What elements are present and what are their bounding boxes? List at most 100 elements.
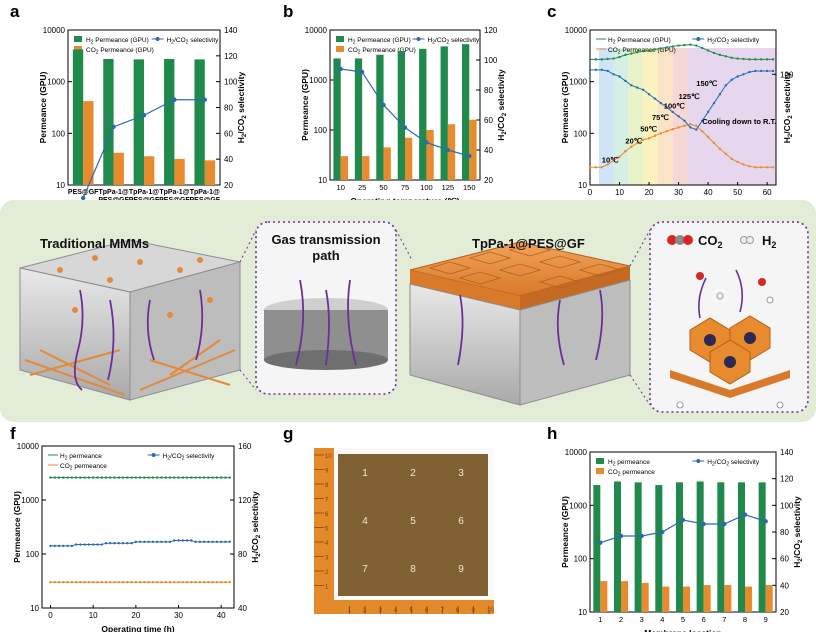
series-point bbox=[653, 48, 657, 51]
series-point bbox=[624, 53, 627, 57]
series-point bbox=[612, 57, 615, 60]
legend-text: selectivity bbox=[188, 37, 219, 44]
co2-bar bbox=[340, 156, 348, 180]
temperature-band bbox=[672, 48, 688, 185]
vertical-ruler: 1 2 3 4 5 6 7 8 9 10 bbox=[314, 454, 332, 591]
co2-bar bbox=[83, 101, 94, 185]
series-point bbox=[164, 581, 167, 584]
panel-label-f: f bbox=[10, 424, 16, 443]
series-point bbox=[121, 476, 125, 479]
series-point bbox=[134, 476, 138, 479]
series-point bbox=[74, 543, 78, 546]
panel-label-h: h bbox=[547, 424, 558, 443]
y-axis-label: Permeance (GPU) bbox=[560, 496, 570, 568]
series-point bbox=[636, 51, 639, 54]
y2-axis-label: H2/CO2 selectivity bbox=[782, 72, 794, 144]
series-point bbox=[207, 540, 210, 544]
series-point bbox=[181, 581, 184, 584]
y2-label-sub: 2 bbox=[502, 131, 508, 135]
series-point bbox=[671, 128, 674, 131]
series-point bbox=[100, 581, 103, 584]
legend-sel-label: H2/CO2 selectivity bbox=[428, 37, 481, 46]
legend-sel-marker bbox=[696, 37, 701, 41]
legend-sub: 2 bbox=[447, 40, 450, 46]
legend-h2-label: H2 bbox=[762, 233, 776, 250]
series-point bbox=[151, 476, 155, 479]
series-point bbox=[117, 476, 121, 479]
ruler-label: 3 bbox=[379, 608, 383, 614]
series-point bbox=[706, 110, 710, 114]
co2-bar bbox=[204, 160, 216, 185]
temperature-annotation: 20℃ bbox=[625, 137, 642, 146]
y2-tick-label: 60 bbox=[484, 116, 493, 125]
series-point bbox=[228, 540, 231, 544]
series-point bbox=[730, 78, 733, 82]
series-point bbox=[641, 88, 645, 91]
co2-bar bbox=[113, 152, 124, 185]
series-point bbox=[83, 581, 86, 584]
series-point bbox=[689, 43, 692, 46]
h2-bar bbox=[675, 482, 683, 612]
y2-tick-label: 140 bbox=[780, 448, 794, 457]
y2-label-part: selectivity bbox=[250, 491, 260, 535]
co2-legend-icon bbox=[667, 235, 693, 245]
y-axis-label: Permeance (GPU) bbox=[560, 71, 570, 143]
legend-text: /CO bbox=[170, 453, 182, 460]
y-tick-label: 10 bbox=[578, 181, 587, 190]
series-point bbox=[160, 476, 163, 479]
selectivity-point bbox=[680, 517, 686, 523]
ruler-label: 8 bbox=[325, 483, 329, 489]
ruler-label: 7 bbox=[441, 608, 445, 614]
x-tick-label: 3 bbox=[640, 615, 644, 624]
series-point bbox=[647, 93, 651, 96]
legend-sub: 2 bbox=[358, 50, 361, 56]
legend-sub: 2 bbox=[65, 456, 68, 462]
series-point bbox=[62, 544, 65, 548]
series-point bbox=[104, 476, 108, 479]
ruler-label: 5 bbox=[410, 608, 414, 614]
selectivity-point bbox=[338, 66, 343, 72]
selectivity-point bbox=[381, 102, 386, 108]
legend-text: H bbox=[60, 453, 65, 460]
chart-h: 10 100 1000 10000 20 40 60 80 100 120 140 Permeance… bbox=[560, 448, 804, 632]
y2-tick-label: 20 bbox=[484, 176, 493, 185]
legend-sub: 2 bbox=[186, 40, 189, 46]
selectivity-point bbox=[424, 140, 429, 145]
series-point bbox=[706, 135, 710, 139]
legend-text: /CO bbox=[435, 37, 447, 44]
series-point bbox=[57, 581, 61, 584]
co2-bar bbox=[621, 581, 629, 612]
chart-b: 10 100 1000 10000 20 40 60 80 100 120 Permeance (G… bbox=[300, 26, 508, 205]
y2-tick-label: 40 bbox=[238, 604, 247, 613]
series-point bbox=[606, 69, 609, 73]
x-tick-label: 8 bbox=[743, 615, 747, 624]
series-point bbox=[588, 58, 592, 61]
y-tick-label: 10 bbox=[30, 604, 39, 613]
series-point bbox=[647, 137, 651, 140]
h2-bar bbox=[696, 481, 704, 612]
y2-tick-label: 80 bbox=[780, 528, 789, 537]
temperature-annotation: 50℃ bbox=[640, 124, 657, 133]
legend-sub: 2 bbox=[353, 40, 356, 46]
series-point bbox=[689, 123, 692, 126]
legend-text: CO bbox=[86, 47, 96, 54]
series-point bbox=[113, 542, 116, 545]
temperature-band bbox=[643, 48, 658, 185]
series-point bbox=[594, 68, 598, 72]
series-point bbox=[754, 69, 757, 73]
series-point bbox=[87, 476, 91, 479]
x-tick-label: 75 bbox=[401, 183, 409, 192]
selectivity-point bbox=[172, 97, 177, 102]
legend-text: Permeance (GPU) bbox=[355, 37, 410, 44]
region-label: 1 bbox=[362, 468, 368, 479]
series-point bbox=[74, 581, 78, 584]
series-point bbox=[765, 166, 769, 169]
legend-text: selectivity bbox=[729, 37, 760, 44]
series-point bbox=[665, 129, 668, 133]
series-point bbox=[143, 581, 146, 584]
y-axis-label: Permeance (GPU) bbox=[12, 491, 22, 563]
selectivity-point bbox=[402, 125, 408, 130]
y2-tick-label: 100 bbox=[780, 70, 794, 79]
